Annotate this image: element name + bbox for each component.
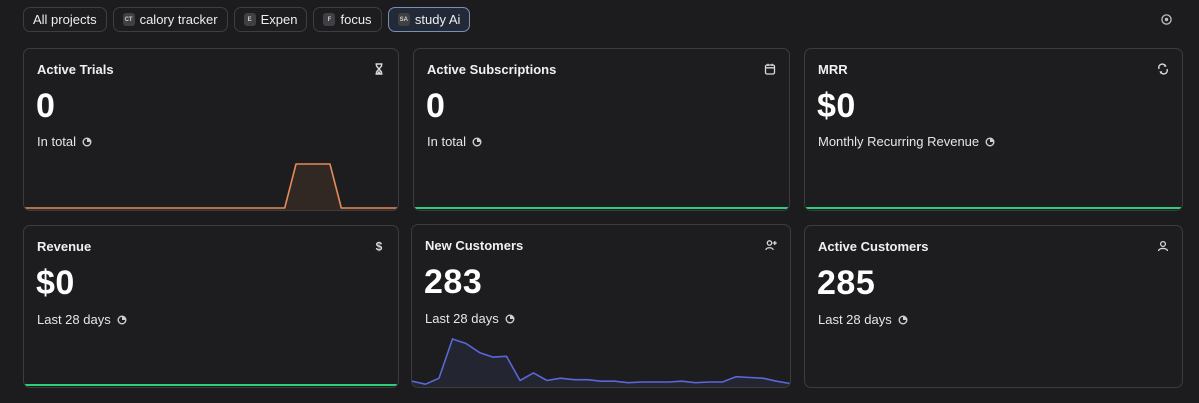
- card-value: 0: [426, 87, 446, 125]
- new-customers-sparkline: [412, 338, 790, 387]
- card-value: 283: [424, 263, 483, 301]
- card-subtitle-text: Monthly Recurring Revenue: [818, 134, 980, 149]
- card-title: Active Trials: [37, 62, 114, 77]
- info-icon[interactable]: [898, 315, 908, 325]
- tab-label: focus: [340, 12, 372, 27]
- tab-label: Expen: [260, 12, 298, 27]
- card-subtitle: Last 28 days: [818, 312, 908, 327]
- info-icon[interactable]: [82, 137, 92, 147]
- tab-focus[interactable]: F focus: [313, 7, 382, 32]
- card-title: Revenue: [37, 239, 92, 254]
- sparkline-area: [24, 164, 398, 210]
- card-subtitle-text: Last 28 days: [425, 311, 499, 326]
- card-value: 285: [817, 264, 876, 302]
- card-value: $0: [36, 264, 75, 302]
- sparkline-line: [412, 338, 790, 385]
- active-trials-sparkline: [24, 163, 398, 210]
- dollar-icon: $: [376, 240, 383, 252]
- tab-expen[interactable]: E Expen: [233, 7, 308, 32]
- project-tabs: All projects CT calory tracker E Expen F…: [23, 7, 471, 32]
- calendar-icon: [764, 63, 776, 75]
- tab-label: All projects: [33, 12, 97, 27]
- tab-study-ai[interactable]: SA study Ai: [387, 7, 471, 32]
- card-subtitle: In total: [37, 134, 92, 149]
- card-subtitle-text: In total: [37, 134, 77, 149]
- tab-all-projects[interactable]: All projects: [23, 7, 107, 32]
- card-subtitle: Monthly Recurring Revenue: [818, 134, 995, 149]
- tab-label: calory tracker: [139, 12, 218, 27]
- card-value: 0: [36, 87, 56, 125]
- project-badge-icon: E: [243, 13, 256, 26]
- revenue-card[interactable]: Revenue $ $0 Last 28 days: [23, 225, 399, 388]
- sparkline-line: [24, 163, 398, 209]
- svg-text:$: $: [376, 240, 383, 252]
- tab-calory-tracker[interactable]: CT calory tracker: [112, 7, 228, 32]
- hourglass-icon: [375, 63, 383, 75]
- active-subscriptions-sparkline: [414, 207, 789, 209]
- active-customers-card[interactable]: Active Customers 285 Last 28 days: [804, 225, 1183, 388]
- sparkline-area: [412, 339, 790, 387]
- card-title: Active Customers: [818, 239, 929, 254]
- mrr-card[interactable]: MRR $0 Monthly Recurring Revenue: [804, 48, 1183, 211]
- card-title: New Customers: [425, 238, 524, 253]
- refresh-icon: [1158, 63, 1168, 75]
- revenue-sparkline: [24, 384, 398, 386]
- new-customers-card[interactable]: New Customers 283 Last 28 days: [411, 224, 791, 388]
- settings-icon[interactable]: [1160, 13, 1173, 26]
- tab-label: study Ai: [414, 12, 461, 27]
- active-subscriptions-card[interactable]: Active Subscriptions 0 In total: [413, 48, 790, 211]
- card-title: Active Subscriptions: [427, 62, 557, 77]
- mrr-sparkline: [805, 207, 1182, 209]
- card-subtitle: Last 28 days: [425, 311, 515, 326]
- add-user-icon: [765, 240, 777, 251]
- card-subtitle: In total: [427, 134, 482, 149]
- user-icon: [1157, 240, 1169, 252]
- project-badge-icon: F: [323, 13, 336, 26]
- card-subtitle: Last 28 days: [37, 312, 127, 327]
- info-icon[interactable]: [505, 314, 515, 324]
- card-subtitle-text: In total: [427, 134, 467, 149]
- info-icon[interactable]: [472, 137, 482, 147]
- card-subtitle-text: Last 28 days: [818, 312, 892, 327]
- active-trials-card[interactable]: Active Trials 0 In total: [23, 48, 399, 211]
- project-badge-icon: CT: [122, 13, 135, 26]
- card-title: MRR: [818, 62, 848, 77]
- card-subtitle-text: Last 28 days: [37, 312, 111, 327]
- project-badge-icon: SA: [397, 13, 410, 26]
- card-value: $0: [817, 87, 856, 125]
- info-icon[interactable]: [117, 315, 127, 325]
- info-icon[interactable]: [985, 137, 995, 147]
